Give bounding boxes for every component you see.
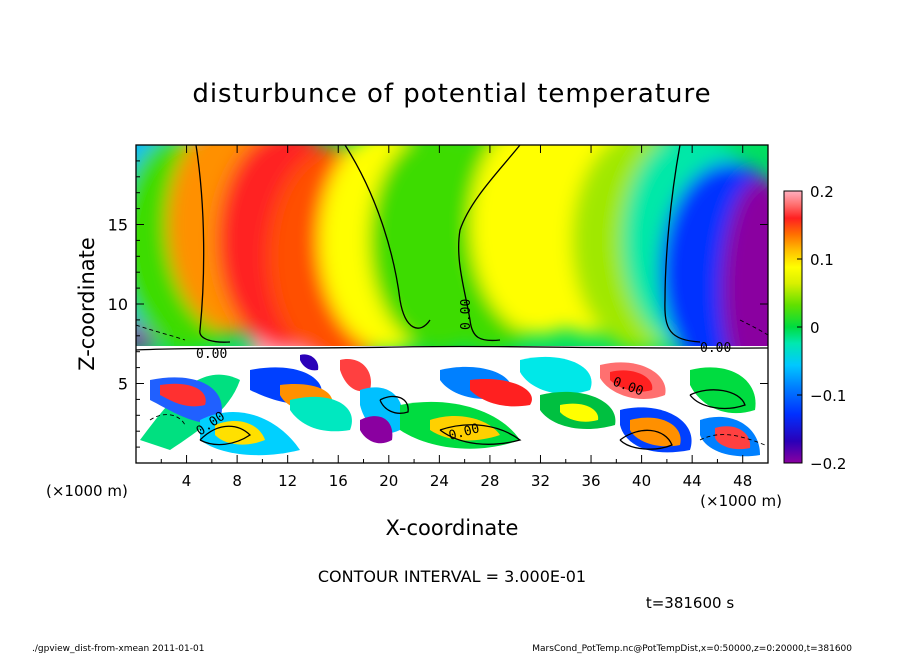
contour-label: 0.00 bbox=[459, 299, 474, 330]
y-tick-label: 10 bbox=[108, 295, 128, 314]
x-tick-label: 44 bbox=[683, 472, 702, 490]
x-tick-label: 16 bbox=[329, 472, 348, 490]
time-text: t=381600 s bbox=[646, 594, 734, 612]
x-tick-label: 40 bbox=[632, 472, 651, 490]
contour-interval-text: CONTOUR INTERVAL = 3.000E-01 bbox=[318, 567, 586, 586]
x-axis-title: X-coordinate bbox=[386, 516, 519, 540]
contour-label: 0.00 bbox=[700, 341, 731, 356]
field-cell bbox=[721, 178, 768, 399]
footer-left: ./gpview_dist-from-xmean 2011-01-01 bbox=[32, 644, 204, 654]
colorbar-tick-label: −0.2 bbox=[810, 455, 846, 473]
colorbar-tick-label: 0.1 bbox=[810, 251, 834, 269]
colorbar-tick-label: −0.1 bbox=[810, 387, 846, 405]
x-tick-label: 28 bbox=[480, 472, 499, 490]
y-axis: 5 10 15 bbox=[108, 160, 768, 448]
x-tick-label: 36 bbox=[581, 472, 600, 490]
x-tick-label: 32 bbox=[531, 472, 550, 490]
x-tick-label: 48 bbox=[733, 472, 752, 490]
contour-lines bbox=[136, 145, 768, 450]
y-unit-label: (×1000 m) bbox=[46, 482, 128, 500]
y-tick-label: 5 bbox=[118, 375, 128, 394]
x-tick-label: 12 bbox=[278, 472, 297, 490]
colorbar-tick-label: 0 bbox=[810, 319, 820, 337]
colorbar-ticks: 0.2 0.1 0 −0.1 −0.2 bbox=[797, 183, 846, 473]
contour-lines-dashed bbox=[136, 319, 768, 446]
footer-right: MarsCond_PotTemp.nc@PotTempDist,x=0:5000… bbox=[532, 644, 852, 654]
colorbar: 0.2 0.1 0 −0.1 −0.2 bbox=[783, 183, 846, 473]
contour-label: 0.00 bbox=[196, 347, 227, 362]
lower-turbulent-layer bbox=[136, 346, 768, 463]
x-tick-label: 8 bbox=[232, 472, 242, 490]
x-unit-label: (×1000 m) bbox=[700, 492, 782, 510]
chart-title: disturbunce of potential temperature bbox=[192, 79, 711, 109]
y-tick-label: 15 bbox=[108, 216, 128, 235]
x-tick-label: 4 bbox=[182, 472, 192, 490]
x-axis: 4 8 12 16 20 24 28 32 36 40 44 48 bbox=[160, 145, 752, 490]
x-tick-label: 24 bbox=[430, 472, 449, 490]
colorbar-tick-label: 0.2 bbox=[810, 183, 834, 201]
plot-area: 0.00 0.00 0.00 0.00 0.00 0.00 bbox=[136, 145, 768, 463]
y-axis-title: Z-coordinate bbox=[75, 237, 99, 371]
x-tick-label: 20 bbox=[379, 472, 398, 490]
